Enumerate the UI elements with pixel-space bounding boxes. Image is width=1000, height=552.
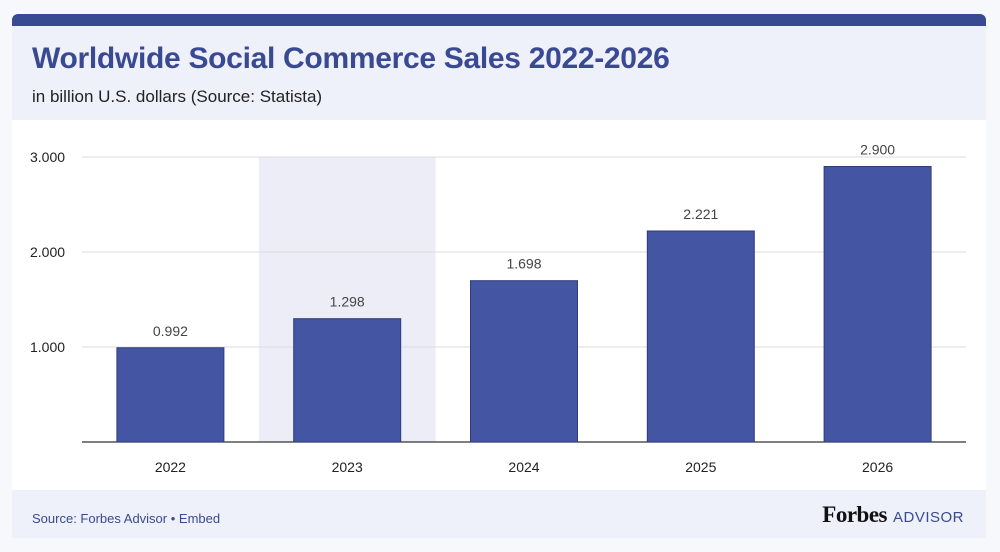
y-tick-label: 3.000: [30, 149, 65, 165]
y-tick-label: 2.000: [30, 244, 65, 260]
data-label-2026: 2.900: [860, 142, 895, 158]
y-tick-label: 1.000: [30, 339, 65, 355]
x-tick-label-2026: 2026: [862, 459, 893, 475]
forbes-advisor-logo: Forbes ADVISOR: [822, 502, 964, 528]
bar-2024: [470, 280, 578, 443]
chart-title: Worldwide Social Commerce Sales 2022-202…: [32, 42, 670, 75]
labels-layer: 1.000 2.000 3.000 0.992 2022 1.298 2023 1.698 20…: [30, 142, 895, 476]
x-tick-label-2024: 2024: [508, 459, 539, 475]
top-accent-bar: [12, 14, 986, 26]
source-text: Source: Forbes Advisor: [32, 511, 168, 526]
bar-2025: [646, 230, 755, 443]
source-separator: •: [167, 511, 179, 526]
chart-footer: Source: Forbes Advisor • Embed Forbes AD…: [12, 490, 986, 538]
bar-chart: 1.000 2.000 3.000 0.992 2022 1.298 2023 1.698 20…: [30, 142, 966, 476]
chart-subtitle: in billion U.S. dollars (Source: Statist…: [32, 87, 323, 106]
bar-2026: [823, 166, 932, 443]
brand-name: Forbes: [822, 502, 887, 527]
embed-link[interactable]: Embed: [178, 511, 221, 526]
bar-2022: [116, 347, 225, 443]
chart-header: Worldwide Social Commerce Sales 2022-202…: [12, 26, 986, 120]
data-label-2024: 1.698: [506, 256, 541, 272]
x-tick-label-2025: 2025: [685, 459, 716, 475]
data-label-2025: 2.221: [683, 206, 718, 222]
x-tick-label-2022: 2022: [155, 459, 186, 475]
data-label-2023: 1.298: [330, 294, 365, 310]
bars-layer: [116, 166, 932, 443]
x-tick-label-2023: 2023: [332, 459, 363, 475]
data-label-2022: 0.992: [153, 323, 188, 339]
chart-area: 1.000 2.000 3.000 0.992 2022 1.298 2023 1.698 20…: [12, 120, 986, 490]
bar-2023: [293, 318, 402, 443]
source-credit: Source: Forbes Advisor • Embed: [32, 511, 220, 526]
brand-suffix: ADVISOR: [892, 509, 964, 526]
